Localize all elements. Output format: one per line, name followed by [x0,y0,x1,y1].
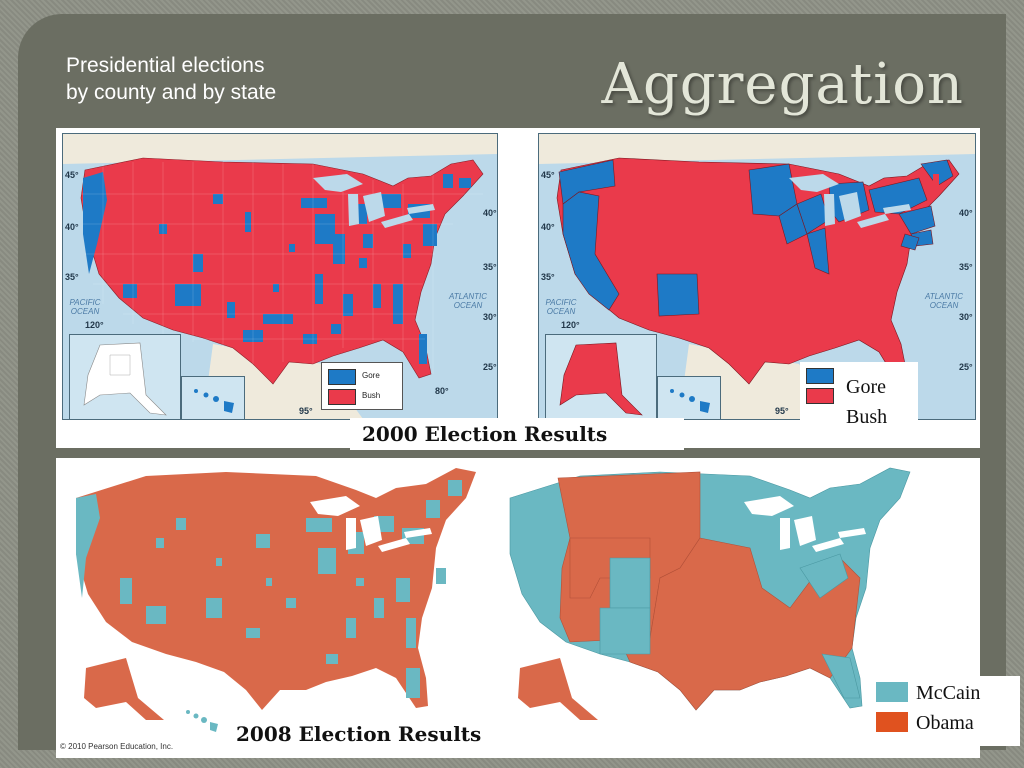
lat-35-label: 35° [65,272,79,282]
state-lat-30-right-label: 30° [959,312,973,322]
subtitle: Presidential elections by county and by … [66,52,276,106]
big-legend-gore-swatch [806,368,834,384]
hawaii-inset-svg [194,389,234,413]
atlantic-ocean-label-state: ATLANTIC OCEAN [924,292,964,310]
slide-title: Aggregation [601,52,964,117]
alaska-2008-county [84,658,164,720]
state-lat-40-right-label: 40° [959,208,973,218]
mccain-counties [76,480,462,698]
obama-states [557,471,861,711]
lat-40-label: 40° [65,222,79,232]
atlantic-ocean-label: ATLANTIC OCEAN [448,292,488,310]
alaska-2008-state [518,658,598,720]
lat-30-right-label: 30° [483,312,497,322]
gore-states [558,159,954,317]
pacific-ocean-label: PACIFIC OCEAN [69,298,101,316]
map-2000-county-svg [63,134,497,419]
subtitle-line-2: by county and by state [66,81,277,104]
caption-2008: 2008 Election Results [236,722,482,746]
state-lat-35-label: 35° [541,272,555,282]
lat-25-right-label: 25° [483,362,497,372]
map-2000-county-legend: Gore Bush [321,362,403,410]
alaska-inset [69,334,181,419]
copyright-text: © 2010 Pearson Education, Inc. [60,742,174,751]
map-2000-state-legend [800,362,918,430]
pacific-ocean-label-state: PACIFIC OCEAN [545,298,577,316]
state-lon-120-label: 120° [561,320,580,330]
state-lat-40-label: 40° [541,222,555,232]
gore-counties [83,172,471,364]
map-2008-state-svg [509,467,911,720]
mccain-states [599,553,861,699]
legend-bush-label: Bush [362,391,381,400]
big-legend-bush-swatch [806,388,834,404]
map-2008-legend: McCain Obama [870,676,1020,746]
lat-35-right-label: 35° [483,262,497,272]
state-lon-95-label: 95° [775,406,789,416]
subtitle-line-1: Presidential elections [66,54,265,77]
map-2008-county [56,458,506,758]
state-lat-25-right-label: 25° [959,362,973,372]
legend-mccain-swatch [876,682,908,702]
hawaii-state-svg [670,389,710,413]
lon-95-label: 95° [299,406,313,416]
alaska-state-svg [559,342,643,416]
map-2008-state [500,458,920,758]
hawaii-inset [181,376,245,419]
state-lat-45-label: 45° [541,170,555,180]
legend-obama-swatch [876,712,908,732]
legend-gore-label: Gore [362,371,380,380]
map-2000-state: PACIFIC OCEAN ATLANTIC OCEAN 45° 40° 35° 4… [538,133,976,420]
lat-40-right-label: 40° [483,208,497,218]
map-2000-county: PACIFIC OCEAN ATLANTIC OCEAN 45° 40° 35° 4… [62,133,498,420]
hawaii-2008-county [186,710,218,732]
map-2008-county-svg [76,468,476,732]
county-gridlines [81,162,483,374]
big-legend-bush-label: Bush [846,406,888,428]
big-legend-gore-label: Gore [846,376,886,398]
lon-80-label: 80° [435,386,449,396]
legend-gore-swatch [328,369,356,385]
caption-2000: 2000 Election Results [350,418,684,450]
lon-120-label: 120° [85,320,104,330]
legend-bush-swatch [328,389,356,405]
legend-mccain-label: McCain [916,682,981,704]
state-lat-35-right-label: 35° [959,262,973,272]
lat-45-label: 45° [65,170,79,180]
legend-obama-label: Obama [916,712,974,734]
alaska-inset-state [545,334,657,419]
alaska-inset-svg [83,342,167,416]
hawaii-inset-state [657,376,721,419]
